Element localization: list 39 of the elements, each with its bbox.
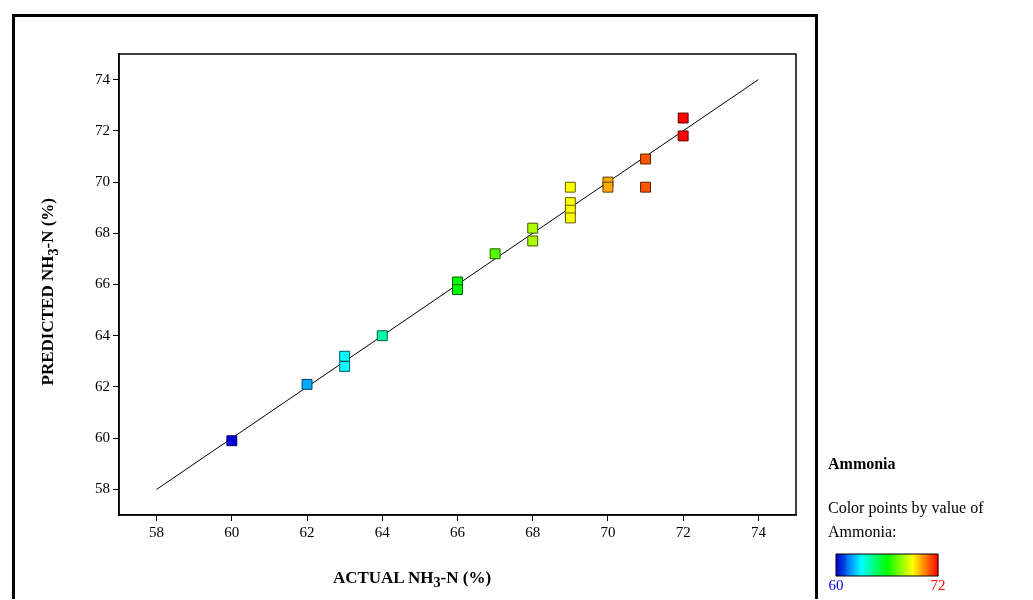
y-tick-label: 62 (95, 377, 110, 394)
y-tick-label: 72 (95, 121, 110, 138)
y-tick-label: 70 (95, 172, 110, 189)
point (527, 235, 539, 247)
x-tick-label: 70 (600, 523, 616, 540)
point (564, 181, 576, 193)
x-tick-label: 72 (675, 523, 691, 540)
point (489, 248, 501, 260)
point (677, 112, 689, 124)
point (376, 330, 388, 342)
point (339, 350, 351, 362)
x-tick-label: 66 (450, 523, 466, 540)
x-tick-label: 62 (299, 523, 315, 540)
x-axis-title: ACTUAL NH$_{3}$-N (%) (331, 568, 493, 592)
y-tick-label: 64 (95, 326, 111, 343)
x-tick-label: 60 (224, 523, 240, 540)
color-bar-label: 60 (828, 576, 844, 593)
color-bar-title: Color points by value of Ammonia: (828, 498, 985, 542)
point (640, 181, 652, 193)
y-tick-label: 74 (95, 70, 111, 87)
point (527, 222, 539, 234)
point (226, 435, 238, 447)
legend-title: Ammonia (828, 454, 897, 474)
y-tick-label: 58 (95, 480, 110, 497)
point (677, 130, 689, 142)
point (301, 378, 313, 390)
y-tick-label: 66 (95, 275, 111, 292)
x-tick-label: 74 (750, 523, 767, 540)
point (339, 361, 351, 372)
x-tick-label: 68 (525, 523, 541, 540)
point (640, 153, 652, 165)
point (452, 284, 463, 296)
color-bar-label: 72 (930, 576, 946, 593)
point (602, 181, 614, 193)
x-tick-label: 58 (149, 523, 165, 540)
point (564, 212, 576, 224)
x-tick-label: 64 (374, 523, 391, 540)
y-tick-label: 68 (95, 224, 110, 241)
y-tick-label: 60 (95, 429, 110, 446)
